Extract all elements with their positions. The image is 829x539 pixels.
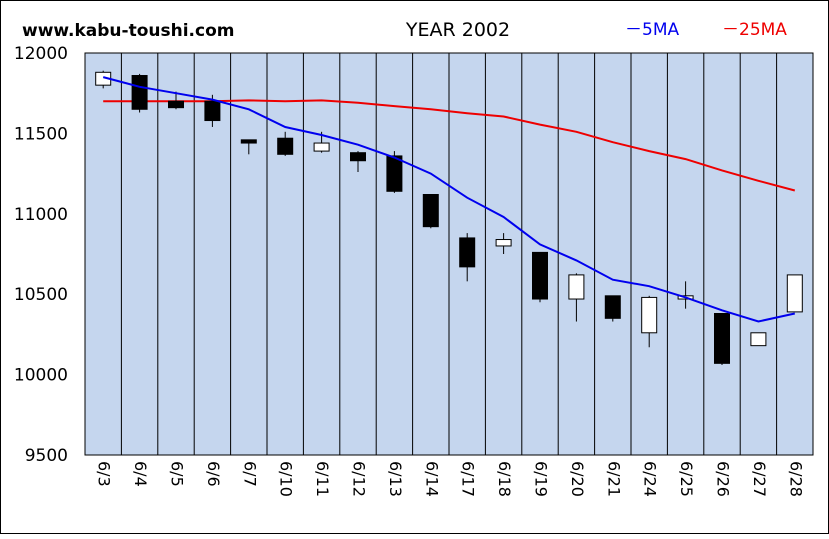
y-tick-label: 12000 xyxy=(14,44,68,64)
legend-25ma: －25MA xyxy=(722,20,787,40)
candles xyxy=(95,70,803,365)
x-axis: 6/3 6/4 6/5 6/6 6/7 6/10 6/11 6/12 6/13 6/14 6/17 6… xyxy=(95,461,806,497)
x-tick-label: 6/3 xyxy=(95,461,114,487)
x-tick-label: 6/7 xyxy=(240,461,259,487)
site-label: www.kabu-toushi.com xyxy=(22,21,234,41)
candle-body xyxy=(786,274,803,313)
candle-body xyxy=(495,239,512,247)
x-tick-label: 6/14 xyxy=(422,461,441,497)
x-tick-label: 6/20 xyxy=(568,461,587,497)
candle-body xyxy=(422,194,439,228)
x-tick-label: 6/12 xyxy=(350,461,369,497)
y-axis: 9500 10000 10500 11000 11500 12000 xyxy=(14,44,68,466)
x-tick-label: 6/24 xyxy=(641,461,660,497)
x-tick-label: 6/10 xyxy=(277,461,296,497)
candle-body xyxy=(386,155,403,192)
y-tick-label: 9500 xyxy=(25,446,68,466)
candle-body xyxy=(641,296,658,334)
x-tick-label: 6/5 xyxy=(168,461,187,487)
candle-body xyxy=(277,137,294,155)
x-tick-label: 6/27 xyxy=(750,461,769,497)
x-tick-label: 6/11 xyxy=(313,461,332,497)
candle-body xyxy=(459,237,476,268)
y-tick-label: 10500 xyxy=(14,285,68,305)
candle-body xyxy=(604,295,621,319)
x-tick-label: 6/4 xyxy=(131,461,150,487)
ma5-series xyxy=(102,76,796,323)
candle-body xyxy=(568,274,585,300)
candle-body xyxy=(240,139,257,144)
chart-title: YEAR 2002 xyxy=(405,19,510,41)
candle-body xyxy=(168,100,184,109)
y-tick-label: 11000 xyxy=(14,205,68,225)
candle-body xyxy=(313,142,330,152)
x-tick-label: 6/21 xyxy=(604,461,623,497)
x-tick-label: 6/18 xyxy=(495,461,514,497)
x-tick-label: 6/19 xyxy=(532,461,551,497)
candle-body xyxy=(204,100,221,122)
x-tick-label: 6/17 xyxy=(459,461,478,497)
x-tick-label: 6/28 xyxy=(786,461,805,497)
y-tick-label: 11500 xyxy=(14,124,68,144)
candle-body xyxy=(131,75,148,110)
ma5-line xyxy=(102,76,796,323)
x-tick-label: 6/13 xyxy=(386,461,405,497)
candle-body xyxy=(532,251,548,300)
candle-body xyxy=(750,332,767,347)
x-tick-label: 6/26 xyxy=(714,461,733,497)
y-tick-label: 10000 xyxy=(14,366,68,386)
x-tick-label: 6/25 xyxy=(677,461,696,497)
legend-5ma: －5MA xyxy=(625,20,679,40)
candle-body xyxy=(350,152,366,162)
x-tick-label: 6/6 xyxy=(204,461,223,487)
candle-body xyxy=(714,312,730,364)
grid xyxy=(120,53,778,455)
